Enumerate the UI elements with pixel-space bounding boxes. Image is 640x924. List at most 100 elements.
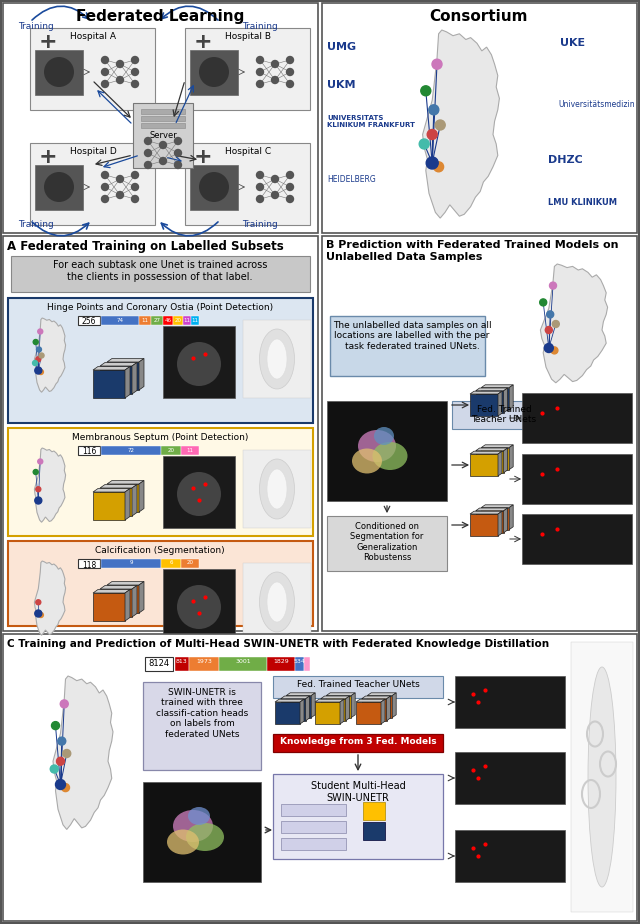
Circle shape bbox=[116, 60, 124, 67]
Polygon shape bbox=[100, 366, 132, 394]
Polygon shape bbox=[481, 384, 513, 387]
Ellipse shape bbox=[259, 572, 294, 632]
Polygon shape bbox=[321, 699, 346, 721]
Text: Fed. Trained
Teacher UNets: Fed. Trained Teacher UNets bbox=[472, 405, 536, 424]
Polygon shape bbox=[93, 367, 130, 370]
FancyBboxPatch shape bbox=[145, 657, 173, 671]
Polygon shape bbox=[300, 699, 304, 724]
Polygon shape bbox=[280, 696, 310, 699]
Circle shape bbox=[44, 172, 74, 202]
Text: 46: 46 bbox=[164, 318, 172, 322]
Polygon shape bbox=[481, 507, 509, 529]
Polygon shape bbox=[93, 492, 125, 520]
Text: B Prediction with Federated Trained Models on
Unlabelled Data Samples: B Prediction with Federated Trained Mode… bbox=[326, 240, 618, 261]
Polygon shape bbox=[35, 318, 65, 393]
FancyBboxPatch shape bbox=[273, 676, 443, 698]
FancyBboxPatch shape bbox=[163, 569, 235, 641]
Text: 256: 256 bbox=[82, 318, 96, 326]
FancyBboxPatch shape bbox=[8, 541, 313, 626]
Circle shape bbox=[271, 77, 278, 83]
Text: Hinge Points and Coronary Ostia (Point Detection): Hinge Points and Coronary Ostia (Point D… bbox=[47, 303, 273, 312]
Circle shape bbox=[434, 162, 444, 172]
Circle shape bbox=[540, 298, 547, 306]
Polygon shape bbox=[367, 693, 396, 696]
Ellipse shape bbox=[267, 339, 287, 379]
Circle shape bbox=[271, 176, 278, 183]
Polygon shape bbox=[504, 448, 508, 473]
FancyBboxPatch shape bbox=[78, 316, 100, 325]
FancyBboxPatch shape bbox=[273, 734, 443, 752]
Polygon shape bbox=[504, 388, 508, 413]
FancyBboxPatch shape bbox=[141, 116, 185, 121]
FancyBboxPatch shape bbox=[163, 316, 173, 325]
Text: +: + bbox=[38, 147, 58, 167]
FancyBboxPatch shape bbox=[101, 559, 161, 568]
FancyBboxPatch shape bbox=[181, 559, 199, 568]
Ellipse shape bbox=[259, 329, 294, 389]
Text: 72: 72 bbox=[127, 447, 134, 453]
Polygon shape bbox=[275, 702, 300, 724]
FancyBboxPatch shape bbox=[3, 236, 318, 631]
FancyBboxPatch shape bbox=[190, 165, 238, 210]
FancyBboxPatch shape bbox=[161, 446, 181, 455]
Text: 1973: 1973 bbox=[196, 659, 212, 664]
Text: UKE: UKE bbox=[560, 38, 585, 48]
Circle shape bbox=[38, 370, 44, 374]
Circle shape bbox=[145, 162, 152, 168]
FancyBboxPatch shape bbox=[185, 143, 310, 225]
FancyBboxPatch shape bbox=[101, 446, 161, 455]
Circle shape bbox=[116, 176, 124, 183]
Circle shape bbox=[257, 172, 264, 178]
Text: +: + bbox=[38, 32, 58, 52]
Circle shape bbox=[199, 172, 229, 202]
Polygon shape bbox=[356, 702, 381, 724]
Polygon shape bbox=[139, 581, 144, 613]
Polygon shape bbox=[362, 696, 390, 699]
Text: C Training and Prediction of Multi-Head SWIN-UNETR with Federated Knowledge Dist: C Training and Prediction of Multi-Head … bbox=[7, 639, 549, 649]
Circle shape bbox=[56, 758, 65, 765]
Circle shape bbox=[435, 120, 445, 130]
Polygon shape bbox=[132, 484, 137, 516]
Text: 11: 11 bbox=[186, 447, 193, 453]
FancyBboxPatch shape bbox=[522, 393, 632, 443]
Circle shape bbox=[36, 600, 41, 604]
Ellipse shape bbox=[173, 810, 213, 842]
Text: Federated Learning: Federated Learning bbox=[76, 9, 244, 24]
Polygon shape bbox=[100, 484, 137, 488]
Circle shape bbox=[131, 184, 138, 190]
Circle shape bbox=[60, 699, 68, 708]
Circle shape bbox=[419, 139, 429, 149]
Polygon shape bbox=[93, 590, 130, 593]
Polygon shape bbox=[422, 30, 499, 218]
FancyBboxPatch shape bbox=[151, 316, 163, 325]
Text: Training: Training bbox=[242, 220, 278, 229]
Polygon shape bbox=[132, 586, 137, 617]
Circle shape bbox=[36, 357, 41, 362]
Circle shape bbox=[547, 310, 554, 318]
FancyBboxPatch shape bbox=[452, 401, 557, 429]
Circle shape bbox=[287, 68, 294, 76]
Text: Hospital B: Hospital B bbox=[225, 32, 271, 41]
Polygon shape bbox=[53, 676, 113, 830]
FancyBboxPatch shape bbox=[455, 752, 565, 804]
Circle shape bbox=[287, 56, 294, 64]
Circle shape bbox=[35, 610, 42, 617]
FancyBboxPatch shape bbox=[295, 657, 304, 671]
Polygon shape bbox=[35, 448, 65, 522]
Polygon shape bbox=[481, 387, 509, 409]
FancyBboxPatch shape bbox=[143, 782, 261, 882]
Text: Fed. Trained Teacher UNets: Fed. Trained Teacher UNets bbox=[296, 680, 419, 689]
Text: The unlabelled data samples on all
locations are labelled with the per
task fede: The unlabelled data samples on all locat… bbox=[333, 321, 492, 351]
Polygon shape bbox=[346, 696, 349, 721]
Text: 6: 6 bbox=[169, 561, 173, 565]
Text: 20: 20 bbox=[186, 561, 193, 565]
FancyBboxPatch shape bbox=[243, 320, 311, 398]
Polygon shape bbox=[315, 699, 344, 702]
FancyBboxPatch shape bbox=[35, 165, 83, 210]
Text: 8124: 8124 bbox=[148, 659, 170, 668]
Circle shape bbox=[145, 150, 152, 156]
FancyBboxPatch shape bbox=[327, 401, 447, 501]
Polygon shape bbox=[540, 264, 607, 383]
Polygon shape bbox=[311, 693, 315, 718]
Polygon shape bbox=[125, 590, 130, 621]
